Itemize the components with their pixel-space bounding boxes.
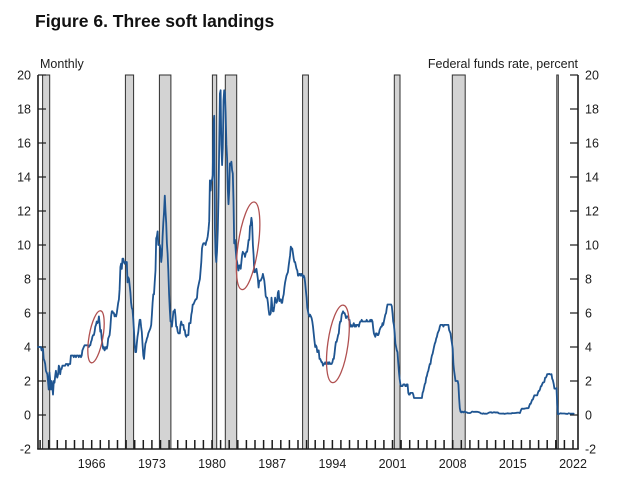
y-tick-label-right: 10 (585, 239, 599, 253)
y-axis-unit-label: Federal funds rate, percent (428, 57, 579, 71)
y-tick-label-left: 12 (17, 205, 31, 219)
y-tick-label-right: 6 (585, 307, 592, 321)
recession-band (224, 74, 238, 450)
recession-band (393, 74, 401, 450)
y-tick-label-left: 2 (24, 375, 31, 389)
y-tick-label-right: 12 (585, 205, 599, 219)
y-tick-label-left: 20 (17, 69, 31, 83)
y-tick-label-right: 16 (585, 137, 599, 151)
y-tick-label-left: 4 (24, 341, 31, 355)
y-tick-label-right: 14 (585, 171, 599, 185)
soft-landing-ellipse (87, 310, 105, 364)
figure-title: Figure 6. Three soft landings (35, 11, 274, 31)
soft-landing-ellipse (325, 304, 350, 384)
y-tick-label-left: 16 (17, 137, 31, 151)
x-tick-label: 1966 (78, 457, 106, 471)
y-tick-label-right: 8 (585, 273, 592, 287)
recession-bands (42, 74, 559, 450)
y-tick-label-right: 18 (585, 103, 599, 117)
y-tick-label-left: 8 (24, 273, 31, 287)
x-tick-label: 1987 (258, 457, 286, 471)
y-tick-label-right: -2 (585, 443, 596, 457)
y-tick-label-left: -2 (20, 443, 31, 457)
y-tick-label-right: 0 (585, 409, 592, 423)
y-tick-label-right: 2 (585, 375, 592, 389)
fed-funds-line (37, 89, 575, 415)
y-tick-label-right: 4 (585, 341, 592, 355)
x-tick-label: 2008 (439, 457, 467, 471)
y-tick-label-left: 18 (17, 103, 31, 117)
frequency-label: Monthly (40, 57, 85, 71)
axes: -2 -2 0 0 2 2 4 4 6 6 8 8 10 10 12 12 14 14 16 16 18 18 20 20 19… (17, 69, 599, 472)
x-tick-label: 1980 (198, 457, 226, 471)
soft-landing-ellipses (87, 201, 350, 384)
x-tick-label: 2015 (499, 457, 527, 471)
x-tick-label: 2001 (379, 457, 407, 471)
y-tick-label-left: 10 (17, 239, 31, 253)
y-tick-label-left: 14 (17, 171, 31, 185)
y-tick-label-left: 6 (24, 307, 31, 321)
fed-funds-rate-series (37, 89, 575, 415)
soft-landing-ellipse (235, 201, 261, 291)
recession-band (42, 74, 51, 450)
recession-band (302, 74, 309, 450)
x-tick-label: 1994 (318, 457, 346, 471)
y-tick-label-right: 20 (585, 69, 599, 83)
x-tick-label: 2022 (559, 457, 587, 471)
x-tick-label: 1973 (138, 457, 166, 471)
y-tick-label-left: 0 (24, 409, 31, 423)
